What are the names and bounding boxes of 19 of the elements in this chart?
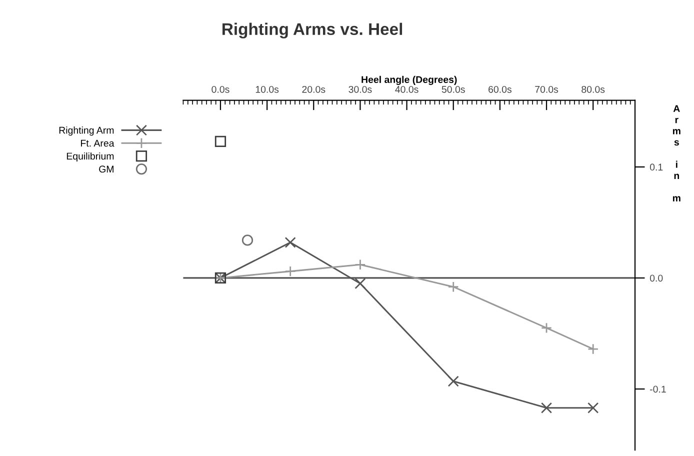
text: Arms in m bbox=[672, 105, 680, 202]
x-tick-label: 10.0s bbox=[256, 86, 279, 93]
x-tick-label: 50.0s bbox=[442, 86, 465, 93]
x-tick-label: 60.0s bbox=[488, 86, 512, 93]
x-tick-label: 40.0s bbox=[395, 86, 418, 93]
legend-label: GM bbox=[99, 166, 114, 173]
chart-title: Righting Arms vs. Heel bbox=[222, 22, 402, 38]
y-tick-label: 0.1 bbox=[650, 164, 663, 171]
legend-label: Righting Arm bbox=[59, 126, 114, 136]
y-tick-label: 0.0 bbox=[650, 274, 663, 282]
x-tick-label: 80.0s bbox=[582, 86, 605, 93]
legend-label: Equilibrium bbox=[66, 152, 114, 162]
x-tick-label: 30.0s bbox=[348, 86, 372, 93]
x-axis-title: Heel angle (Degrees) bbox=[362, 76, 457, 85]
x-tick-label: 70.0s bbox=[535, 86, 558, 93]
x-tick-label: 0.0s bbox=[212, 86, 230, 93]
legend-label: Ft. Area bbox=[81, 140, 114, 147]
x-tick-label: 20.0s bbox=[302, 86, 326, 93]
y-tick-label: -0.1 bbox=[650, 386, 666, 393]
